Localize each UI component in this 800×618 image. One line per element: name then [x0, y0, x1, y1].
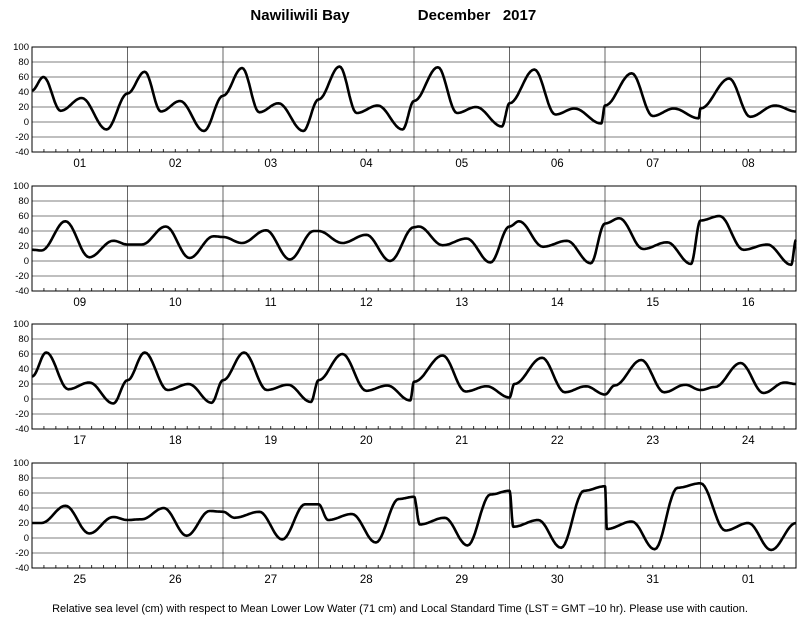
day-label: 01 — [742, 574, 755, 586]
day-label: 29 — [455, 574, 468, 586]
y-tick-label: 60 — [18, 72, 29, 83]
y-tick-label: -20 — [15, 548, 29, 559]
day-label: 23 — [646, 435, 659, 447]
y-tick-label: -20 — [15, 132, 29, 143]
day-label: 25 — [73, 574, 86, 586]
day-label: 16 — [742, 297, 755, 309]
y-tick-label: 20 — [18, 518, 29, 529]
chart-title-location: Nawiliwili Bay — [250, 7, 350, 24]
day-label: 22 — [551, 435, 564, 447]
day-label: 15 — [646, 297, 659, 309]
y-tick-label: -40 — [15, 147, 29, 158]
panel-2: -40 -20 0 20 40 60 80 100 09 10 11 12 13 14 15 16 — [13, 181, 797, 309]
y-tick-label: 0 — [24, 533, 29, 544]
panel-1: -40 -20 0 20 40 60 80 100 01 02 03 04 05 06 07 08 — [13, 42, 797, 170]
y-tick-label: 0 — [24, 117, 29, 128]
y-tick-label: 40 — [18, 364, 29, 375]
y-tick-label: 20 — [18, 102, 29, 113]
day-label: 14 — [551, 297, 564, 309]
tide-series-line — [31, 351, 797, 405]
day-label: 10 — [169, 297, 182, 309]
day-label: 03 — [264, 158, 277, 170]
y-tick-label: 20 — [18, 379, 29, 390]
day-label: 21 — [455, 435, 468, 447]
day-label: 18 — [169, 435, 182, 447]
y-tick-label: -40 — [15, 424, 29, 435]
chart-title-period: December 2017 — [418, 7, 536, 24]
y-tick-label: 60 — [18, 349, 29, 360]
plot-frame — [31, 46, 797, 153]
y-tick-label: -40 — [15, 286, 29, 297]
tide-series-line — [31, 65, 797, 133]
y-tick-label: -20 — [15, 271, 29, 282]
y-tick-label: 40 — [18, 87, 29, 98]
y-tick-label: 60 — [18, 488, 29, 499]
y-tick-label: 80 — [18, 196, 29, 207]
tide-series-line — [31, 482, 797, 552]
y-tick-label: 100 — [13, 42, 29, 53]
y-tick-label: -20 — [15, 409, 29, 420]
day-label: 04 — [360, 158, 373, 170]
day-label: 19 — [264, 435, 277, 447]
day-label: 27 — [264, 574, 277, 586]
y-tick-label: 100 — [13, 319, 29, 330]
y-tick-label: 0 — [24, 394, 29, 405]
day-label: 31 — [646, 574, 659, 586]
day-label: 17 — [73, 435, 86, 447]
day-label: 09 — [73, 297, 86, 309]
day-label: 20 — [360, 435, 373, 447]
day-label: 05 — [455, 158, 468, 170]
y-tick-label: 100 — [13, 181, 29, 192]
day-label: 07 — [646, 158, 659, 170]
y-tick-label: 40 — [18, 503, 29, 514]
day-label: 12 — [360, 297, 373, 309]
panel-4: -40 -20 0 20 40 60 80 100 25 26 27 28 29 30 31 01 — [13, 458, 797, 586]
y-tick-label: 100 — [13, 458, 29, 469]
footer-caption: Relative sea level (cm) with respect to … — [52, 603, 748, 615]
day-label: 01 — [73, 158, 86, 170]
tide-series-line — [31, 214, 797, 267]
y-tick-label: 80 — [18, 473, 29, 484]
y-tick-label: 60 — [18, 211, 29, 222]
day-label: 02 — [169, 158, 182, 170]
y-tick-label: 20 — [18, 241, 29, 252]
day-label: 06 — [551, 158, 564, 170]
day-label: 30 — [551, 574, 564, 586]
day-label: 28 — [360, 574, 373, 586]
day-label: 08 — [742, 158, 755, 170]
y-tick-label: 40 — [18, 226, 29, 237]
plot-frame — [31, 462, 797, 569]
y-tick-label: -40 — [15, 563, 29, 574]
day-label: 11 — [265, 297, 277, 309]
y-tick-label: 80 — [18, 57, 29, 68]
day-label: 24 — [742, 435, 755, 447]
day-label: 13 — [455, 297, 468, 309]
plot-frame — [31, 185, 797, 292]
day-label: 26 — [169, 574, 182, 586]
panel-3: -40 -20 0 20 40 60 80 100 17 18 19 20 21 22 23 24 — [13, 319, 797, 447]
y-tick-label: 80 — [18, 334, 29, 345]
y-tick-label: 0 — [24, 256, 29, 267]
